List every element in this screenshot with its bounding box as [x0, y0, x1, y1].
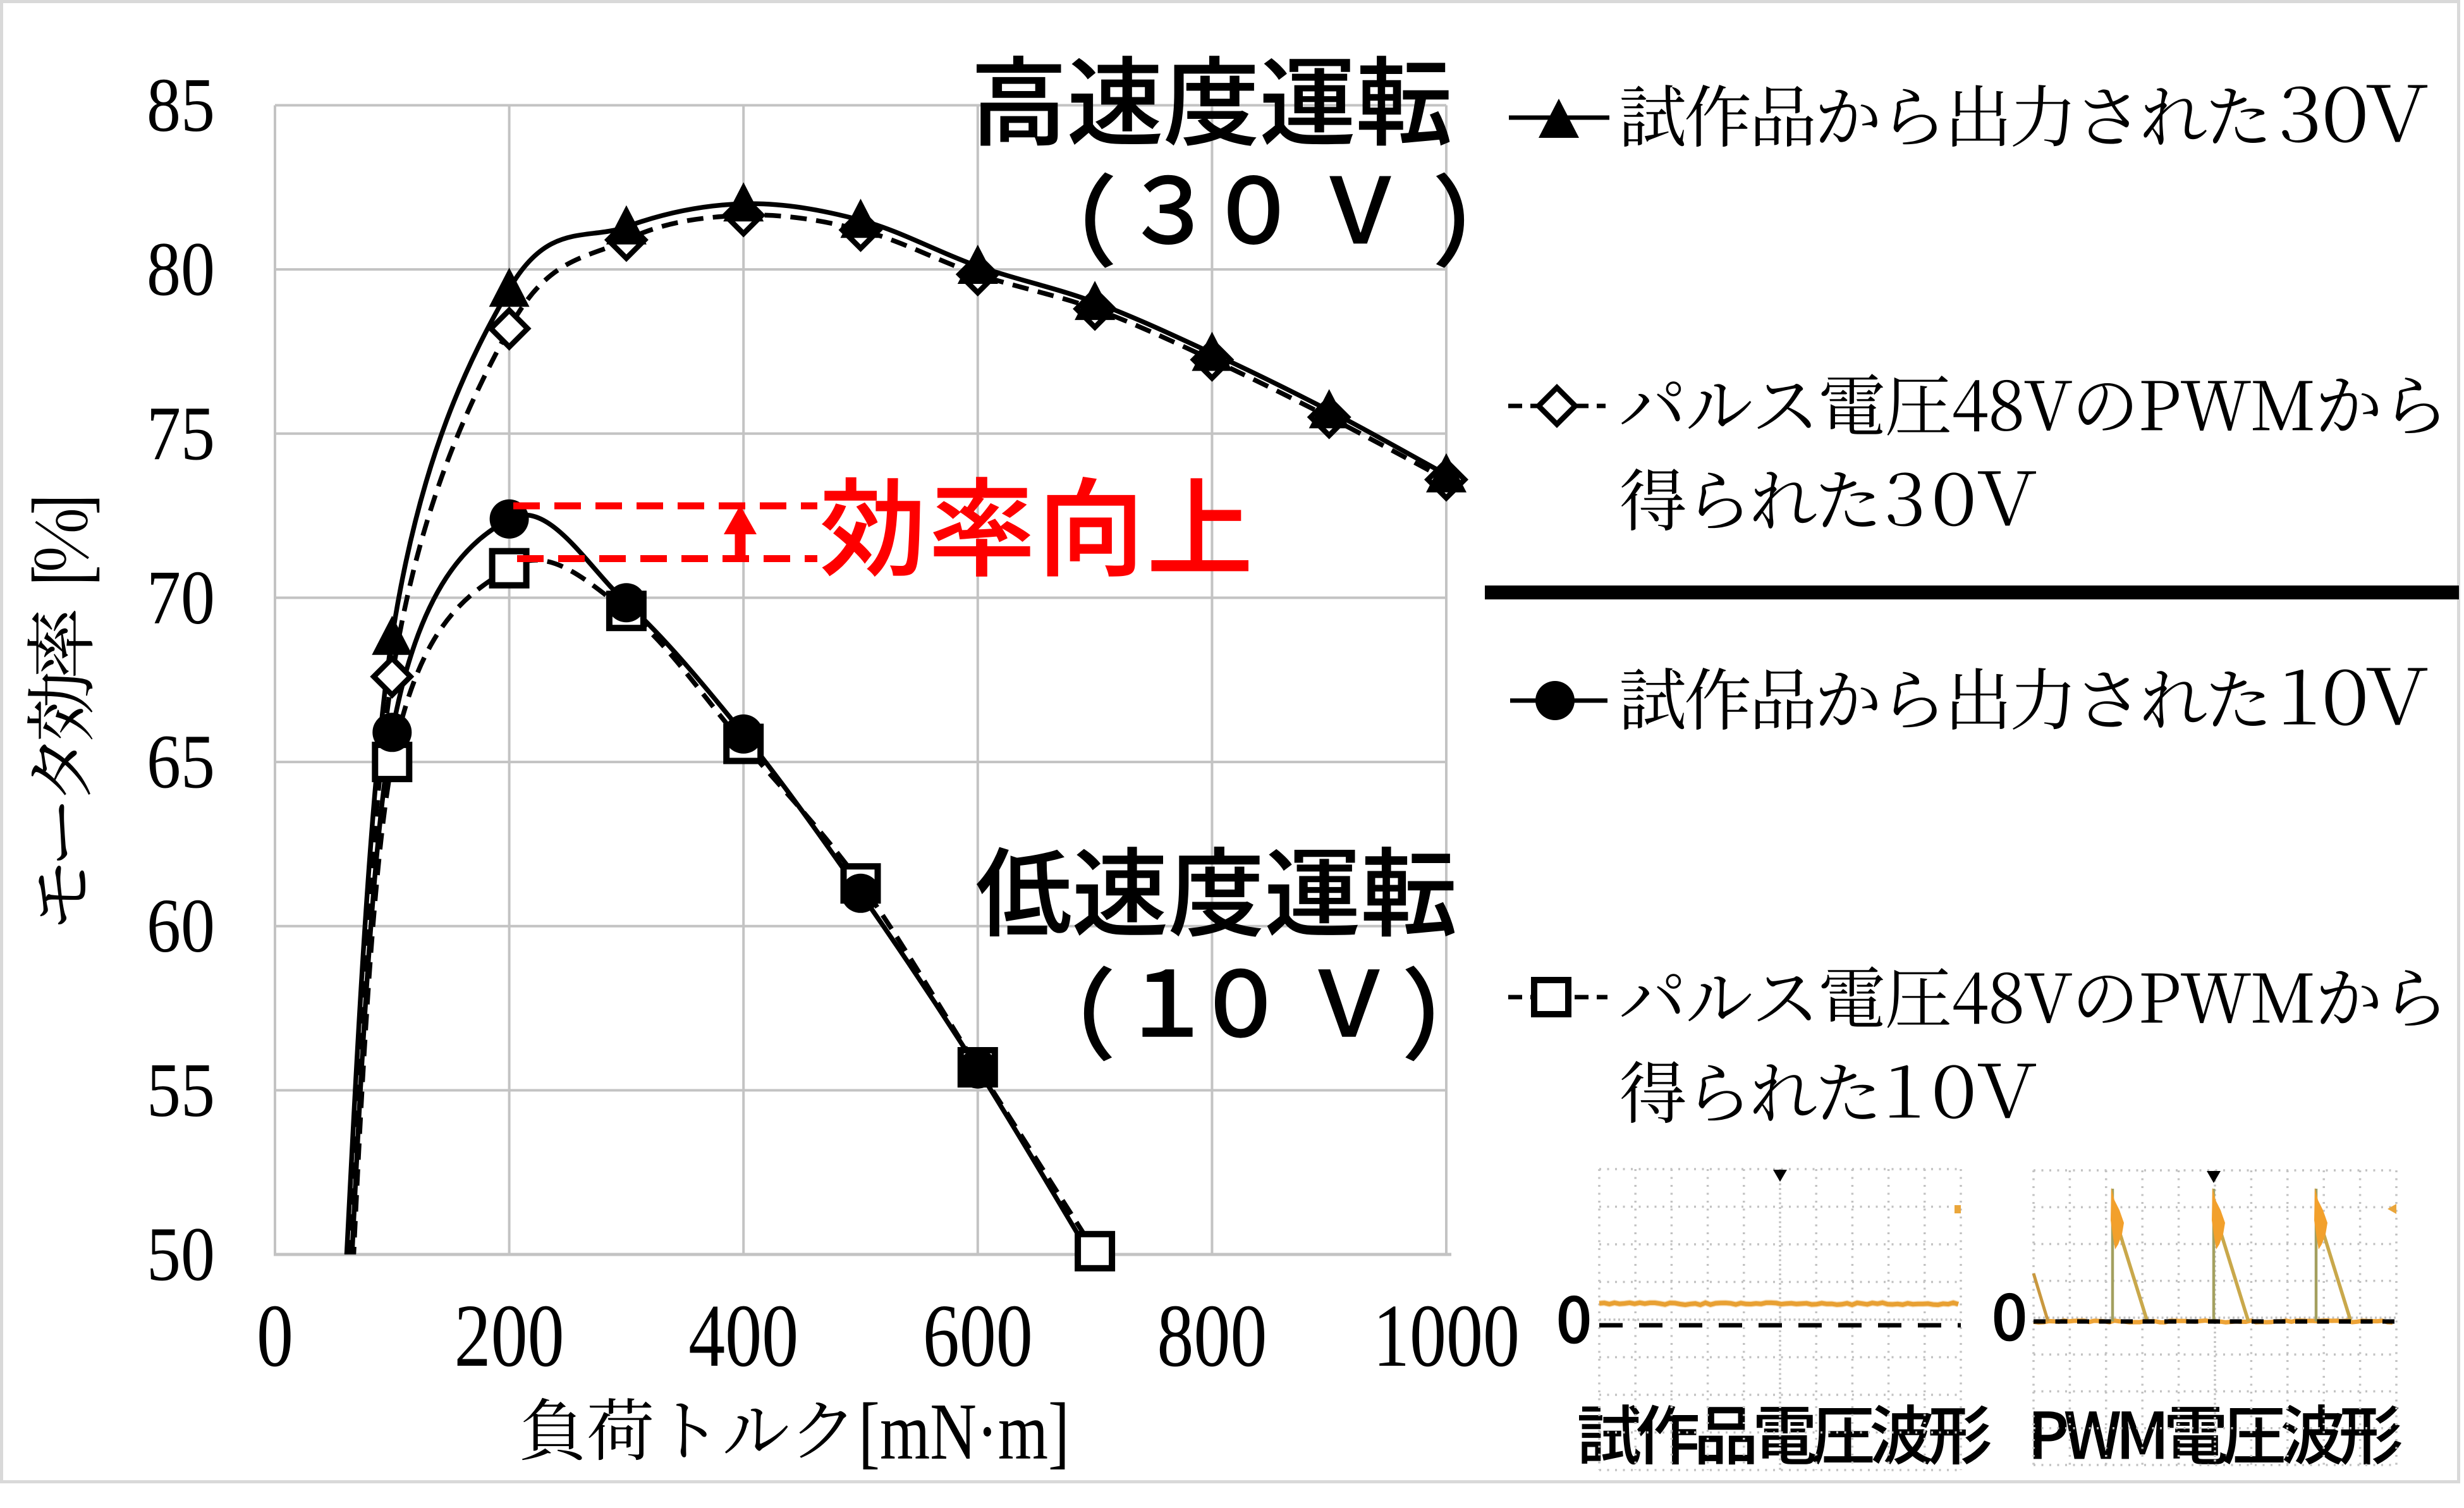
svg-text:50: 50 [147, 1212, 215, 1297]
svg-text:80: 80 [147, 227, 215, 312]
svg-text:60: 60 [147, 883, 215, 969]
svg-text:800: 800 [1157, 1285, 1267, 1385]
svg-text:0: 0 [257, 1285, 293, 1385]
svg-text:65: 65 [147, 720, 215, 805]
svg-text:55: 55 [147, 1048, 215, 1133]
svg-text:85: 85 [147, 63, 215, 148]
svg-text:200: 200 [454, 1285, 564, 1385]
svg-text:600: 600 [923, 1285, 1033, 1385]
svg-text:75: 75 [147, 391, 215, 476]
svg-text:400: 400 [688, 1285, 798, 1385]
svg-text:70: 70 [147, 555, 215, 641]
svg-text:1000: 1000 [1373, 1285, 1520, 1385]
svg-text:[mN·m]: [mN·m] [858, 1387, 1070, 1476]
